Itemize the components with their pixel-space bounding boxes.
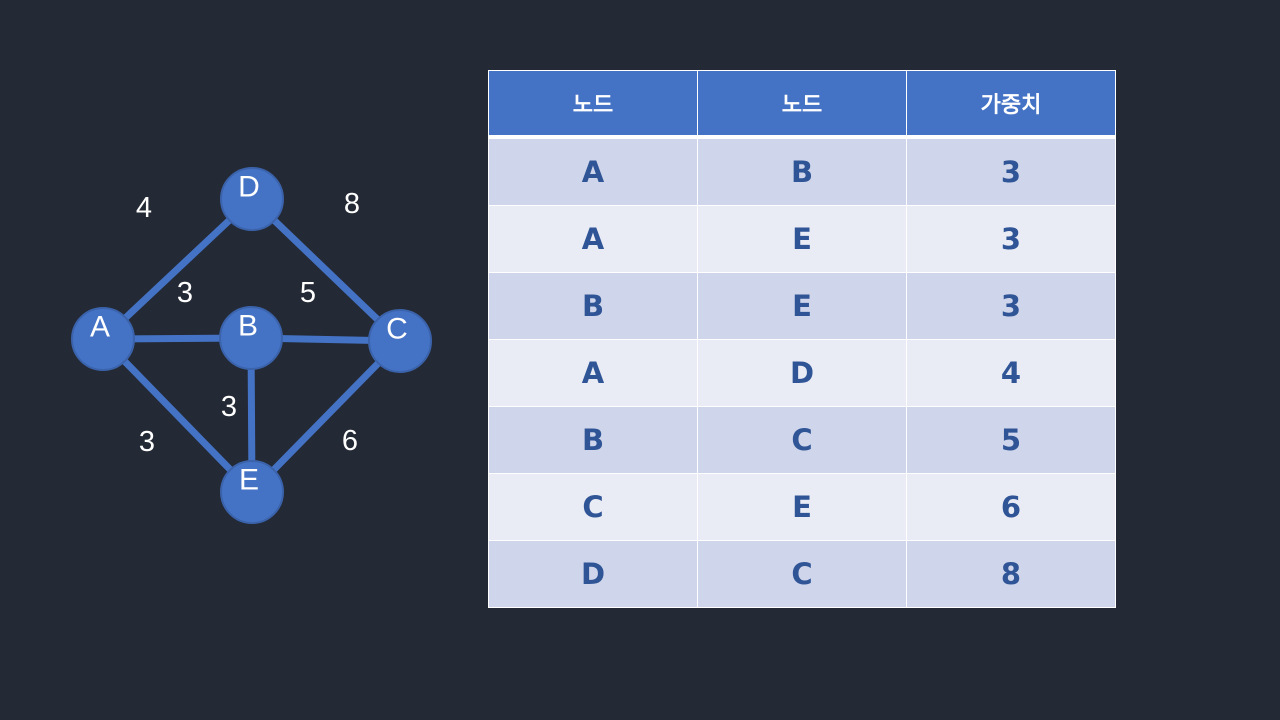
table-cell-node: B xyxy=(697,136,907,206)
edge-weight-label: 4 xyxy=(136,192,152,224)
table-cell-node: D xyxy=(697,339,907,407)
table-cell-weight: 3 xyxy=(906,136,1116,206)
table-cell-weight: 3 xyxy=(906,205,1116,273)
table-cell-weight: 8 xyxy=(906,540,1116,608)
node-B: B xyxy=(219,306,283,370)
edge-A-D xyxy=(99,195,256,343)
edge-weight-label: 3 xyxy=(177,277,193,309)
node-label: A xyxy=(90,311,110,344)
node-circle xyxy=(220,460,284,524)
edge-weight-label: 3 xyxy=(139,426,155,458)
node-E: E xyxy=(220,460,284,524)
edge-weight-label: 5 xyxy=(300,277,316,309)
table-cell-weight: 6 xyxy=(906,473,1116,541)
table-cell-node: C xyxy=(697,540,907,608)
table-cell-weight: 5 xyxy=(906,406,1116,474)
table-cell-node: B xyxy=(488,272,698,340)
node-circle xyxy=(219,306,283,370)
edge-E-C xyxy=(248,337,404,496)
edge-D-C xyxy=(248,195,404,345)
table-cell-node: D xyxy=(488,540,698,608)
table-cell-node: E xyxy=(697,272,907,340)
node-label: B xyxy=(238,310,258,343)
table-cell-weight: 4 xyxy=(906,339,1116,407)
table-cell-node: E xyxy=(697,473,907,541)
edge-A-E xyxy=(99,335,256,496)
header-node-1: 노드 xyxy=(488,70,698,139)
edge-weight-label: 8 xyxy=(344,188,360,220)
table-cell-node: E xyxy=(697,205,907,273)
header-weight: 가중치 xyxy=(906,70,1116,139)
node-D: D xyxy=(220,167,284,231)
node-label: E xyxy=(239,464,259,497)
table-cell-node: A xyxy=(488,136,698,206)
table-cell-node: B xyxy=(488,406,698,474)
table-cell-node: A xyxy=(488,205,698,273)
header-node-2: 노드 xyxy=(697,70,907,139)
node-circle xyxy=(368,309,432,373)
table-cell-weight: 3 xyxy=(906,272,1116,340)
edge-weight-label: 3 xyxy=(221,391,237,423)
node-C: C xyxy=(368,309,432,373)
node-label: D xyxy=(238,171,260,204)
graph-diagram: 4 8 3 5 3 3 6 A B C D E xyxy=(71,167,432,524)
node-label: C xyxy=(386,313,408,346)
table-cell-node: C xyxy=(697,406,907,474)
node-circle xyxy=(220,167,284,231)
table-cell-node: C xyxy=(488,473,698,541)
node-circle xyxy=(71,307,135,371)
edge-weight-label: 6 xyxy=(342,425,358,457)
node-A: A xyxy=(71,307,135,371)
table-header-row: 노드 노드 가중치 xyxy=(488,70,1116,139)
table-cell-node: A xyxy=(488,339,698,407)
